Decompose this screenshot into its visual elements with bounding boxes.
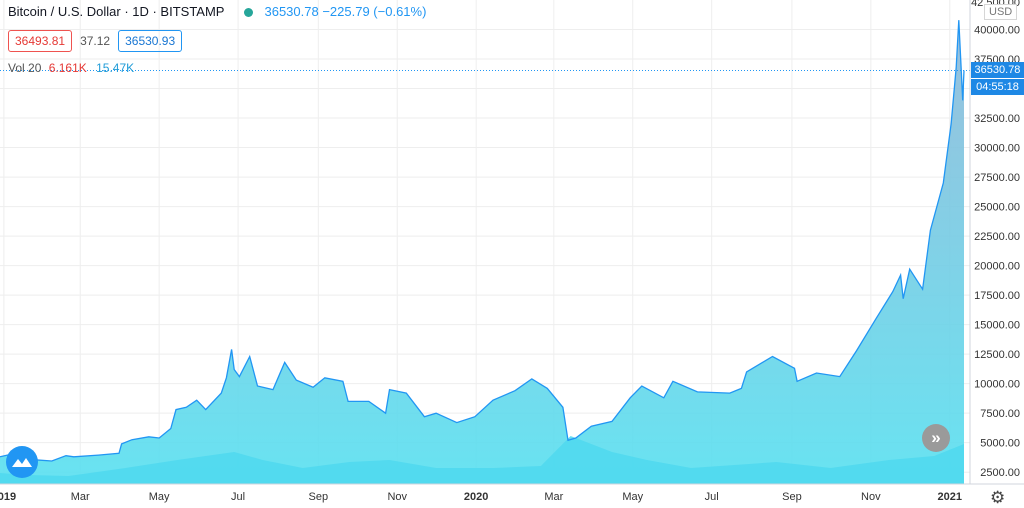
y-tick-label: 25000.00 [974, 202, 1020, 214]
y-tick-label: 40000.00 [974, 25, 1020, 37]
x-tick-label: May [149, 491, 170, 503]
scroll-to-realtime-button[interactable]: » [922, 424, 950, 452]
y-tick-label: 5000.00 [980, 438, 1020, 450]
tradingview-logo-icon[interactable] [6, 446, 38, 478]
legend-change: −225.79 (−0.61%) [322, 4, 427, 19]
x-tick-label: Jul [231, 491, 245, 503]
volume-label: Vol 20 [8, 61, 42, 75]
y-tick-label: 17500.00 [974, 290, 1020, 302]
time-axis-background [0, 484, 1024, 506]
double-chevron-right-icon: » [931, 428, 941, 447]
spread-value: 37.12 [80, 34, 111, 48]
x-tick-label: Nov [387, 491, 407, 503]
legend-last-price: 36530.78 [264, 4, 319, 19]
grid [0, 0, 970, 484]
y-tick-label: 10000.00 [974, 379, 1020, 391]
volume-area [0, 436, 964, 484]
symbol-title[interactable]: Bitcoin / U.S. Dollar · 1D · BITSTAMP [8, 4, 225, 19]
x-tick-label: Jul [705, 491, 719, 503]
last-price-tag: 36530.78 [971, 62, 1024, 79]
currency-label[interactable]: USD [984, 4, 1018, 20]
countdown-tag: 04:55:18 [971, 79, 1024, 96]
price-area [0, 20, 964, 484]
x-tick-label: Sep [782, 491, 802, 503]
y-tick-label: 22500.00 [974, 231, 1020, 243]
buy-price-button[interactable]: 36530.93 [118, 30, 183, 52]
y-tick-label: 2500.00 [980, 467, 1020, 479]
x-tick-label: Mar [71, 491, 90, 503]
y-tick-label: 32500.00 [974, 113, 1020, 125]
volume-ma-value: 15.47K [96, 61, 135, 75]
x-tick-label: Nov [861, 491, 881, 503]
y-tick-label: 15000.00 [974, 320, 1020, 332]
y-tick-label: 12500.00 [974, 349, 1020, 361]
y-tick-label: 7500.00 [980, 408, 1020, 420]
price-line [0, 20, 965, 462]
x-tick-label: May [622, 491, 643, 503]
x-tick-label: Mar [544, 491, 563, 503]
quote-row: 36493.81 37.12 36530.93 [8, 30, 183, 52]
y-tick-label: 27500.00 [974, 172, 1020, 184]
volume-value: 6.161K [48, 61, 87, 75]
y-tick-label: 30000.00 [974, 143, 1020, 155]
x-tick-label: Sep [309, 491, 329, 503]
x-tick-label: 2021 [938, 491, 962, 503]
chart-legend: Bitcoin / U.S. Dollar · 1D · BITSTAMP 36… [8, 4, 426, 19]
x-tick-label: 2020 [464, 491, 488, 503]
gear-icon[interactable]: ⚙ [990, 488, 1006, 507]
market-status-dot-icon [243, 8, 253, 17]
volume-legend[interactable]: Vol 20 6.161K 15.47K [8, 61, 134, 75]
y-tick-label: 20000.00 [974, 261, 1020, 273]
sell-price-button[interactable]: 36493.81 [8, 30, 73, 52]
